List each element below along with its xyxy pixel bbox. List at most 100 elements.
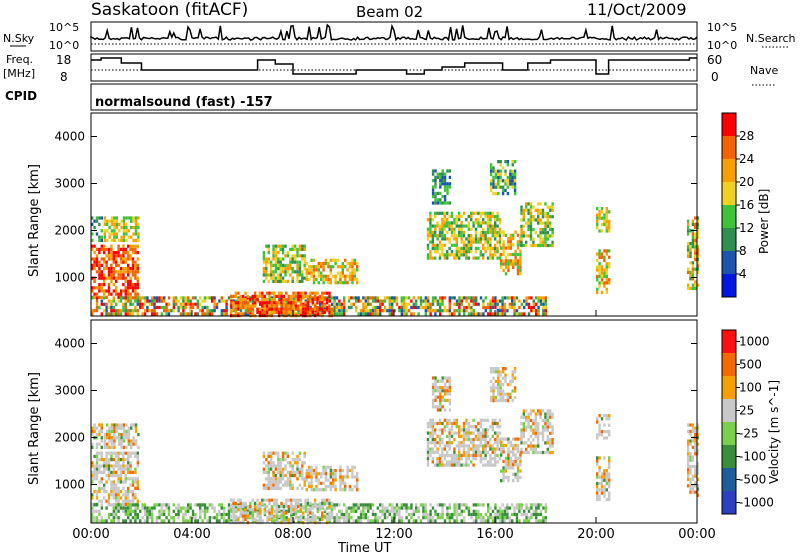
heatmap-cell bbox=[98, 519, 101, 523]
heatmap-cell bbox=[484, 211, 487, 215]
heatmap-cell bbox=[297, 517, 300, 521]
heatmap-cell bbox=[491, 434, 494, 438]
heatmap-cell bbox=[686, 465, 690, 469]
heatmap-cell bbox=[117, 299, 120, 303]
heatmap-cell bbox=[113, 235, 116, 239]
heatmap-cell bbox=[691, 465, 695, 469]
heatmap-cell bbox=[436, 299, 439, 303]
heatmap-cell bbox=[323, 302, 327, 306]
heatmap-cell bbox=[477, 437, 480, 442]
heatmap-cell bbox=[103, 461, 106, 465]
heatmap-cell bbox=[344, 281, 347, 285]
heatmap-cell bbox=[93, 470, 96, 474]
heatmap-cell bbox=[450, 221, 454, 225]
heatmap-cell bbox=[486, 211, 490, 215]
y-tick-label: 3000 bbox=[54, 383, 85, 397]
heatmap-cell bbox=[371, 519, 375, 523]
heatmap-cell bbox=[115, 493, 118, 497]
heatmap-cell bbox=[91, 429, 94, 433]
heatmap-cell bbox=[472, 237, 475, 241]
heatmap-cell bbox=[299, 498, 302, 502]
y-tick-label: 4000 bbox=[54, 336, 85, 350]
heatmap-cell bbox=[443, 376, 447, 380]
heatmap-cell bbox=[274, 260, 278, 264]
heatmap-cell bbox=[131, 267, 135, 271]
heatmap-cell bbox=[189, 312, 192, 316]
heatmap-cell bbox=[450, 460, 454, 464]
heatmap-cell bbox=[242, 312, 245, 316]
heatmap-cell bbox=[470, 312, 473, 316]
heatmap-cell bbox=[289, 298, 293, 302]
heatmap-cell bbox=[441, 512, 444, 517]
heatmap-cell bbox=[344, 265, 347, 269]
heatmap-cell bbox=[249, 514, 252, 518]
heatmap-cell bbox=[431, 240, 434, 244]
heatmap-cell bbox=[95, 467, 99, 471]
heatmap-cell bbox=[273, 291, 276, 295]
heatmap-cell bbox=[429, 431, 432, 435]
heatmap-cell bbox=[131, 483, 135, 487]
heatmap-cell bbox=[110, 270, 113, 274]
heatmap-cell bbox=[127, 267, 130, 271]
heatmap-cell bbox=[472, 296, 475, 300]
heatmap-cell bbox=[98, 486, 101, 490]
heatmap-cell bbox=[532, 431, 535, 435]
heatmap-cell bbox=[281, 267, 285, 271]
heatmap-cell bbox=[332, 481, 335, 485]
heatmap-cell bbox=[125, 423, 128, 427]
heatmap-cell bbox=[551, 425, 554, 429]
heatmap-cell bbox=[158, 516, 161, 520]
heatmap-cell bbox=[443, 227, 446, 231]
heatmap-cell bbox=[301, 470, 304, 474]
heatmap-cell bbox=[130, 439, 133, 443]
heatmap-cell bbox=[115, 516, 118, 520]
heatmap-cell bbox=[103, 436, 106, 440]
heatmap-cell bbox=[134, 439, 138, 443]
heatmap-cell bbox=[500, 437, 503, 441]
heatmap-cell bbox=[285, 511, 288, 515]
heatmap-cell bbox=[155, 516, 159, 520]
heatmap-cell bbox=[441, 509, 444, 513]
heatmap-cell bbox=[262, 273, 266, 277]
heatmap-cell bbox=[496, 516, 499, 520]
heatmap-cell bbox=[600, 207, 604, 211]
heatmap-cell bbox=[112, 289, 115, 293]
heatmap-cell bbox=[520, 422, 523, 426]
heatmap-cell bbox=[301, 294, 305, 298]
heatmap-cell bbox=[124, 474, 127, 478]
heatmap-cell bbox=[129, 244, 132, 248]
heatmap-cell bbox=[306, 511, 310, 515]
heatmap-cell bbox=[273, 294, 276, 298]
heatmap-cell bbox=[115, 254, 118, 258]
heatmap-cell bbox=[213, 509, 216, 513]
heatmap-cell bbox=[110, 439, 114, 443]
heatmap-cell bbox=[544, 418, 547, 423]
heatmap-cell bbox=[542, 305, 545, 310]
heatmap-cell bbox=[131, 499, 135, 503]
heatmap-cell bbox=[600, 485, 604, 489]
heatmap-cell bbox=[119, 309, 123, 313]
heatmap-cell bbox=[301, 257, 304, 261]
heatmap-cell bbox=[355, 299, 358, 303]
heatmap-cell bbox=[527, 302, 531, 306]
heatmap-cell bbox=[541, 221, 545, 225]
heatmap-cell bbox=[273, 307, 276, 311]
heatmap-cell bbox=[91, 433, 94, 437]
heatmap-cell bbox=[189, 503, 192, 507]
heatmap-cell bbox=[453, 296, 456, 300]
heatmap-cell bbox=[448, 512, 451, 517]
heatmap-cell bbox=[460, 302, 463, 306]
heatmap-cell bbox=[431, 516, 435, 520]
heatmap-cell bbox=[234, 514, 238, 518]
heatmap-cell bbox=[520, 231, 523, 235]
heatmap-cell bbox=[301, 276, 304, 280]
heatmap-cell bbox=[479, 250, 482, 254]
heatmap-cell bbox=[341, 265, 344, 269]
heatmap-cell bbox=[267, 257, 270, 261]
heatmap-cell bbox=[441, 309, 444, 313]
heatmap-cell bbox=[165, 302, 168, 306]
heatmap-cell bbox=[107, 273, 111, 277]
heatmap-cell bbox=[108, 445, 111, 449]
heatmap-cell bbox=[129, 499, 132, 503]
